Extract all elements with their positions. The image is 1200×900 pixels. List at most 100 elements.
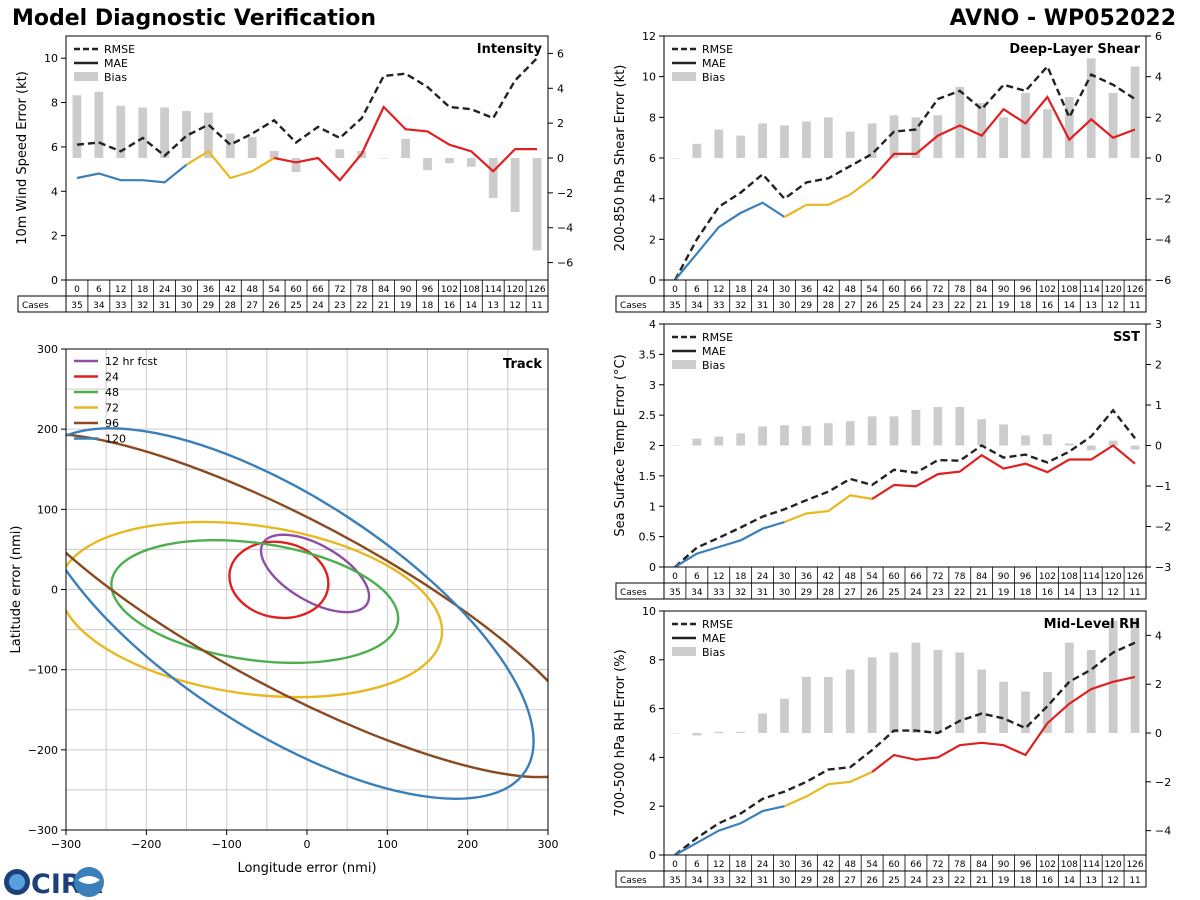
mae-line-segment [273,105,537,182]
y-tick-label: 0 [649,849,656,862]
bias-bar [823,676,833,733]
forecast-hour: 102 [441,285,458,295]
legend-mae-label: MAE [104,57,128,70]
legend-label: 12 hr fcst [105,355,158,368]
y-tick-label: 2 [51,230,58,243]
y-tick-label: 200 [37,423,58,436]
bias-tick-label: 0 [1155,727,1162,740]
bias-bar [736,731,746,733]
forecast-hour: 78 [954,860,966,870]
y-tick-label: 8 [51,97,58,110]
forecast-hour: 90 [998,572,1010,582]
bias-bar [911,409,921,446]
bias-tick-label: 1 [1155,399,1162,412]
bias-bar [1021,92,1030,158]
bias-bar [955,407,965,446]
forecast-hour: 54 [268,285,280,295]
forecast-hour: 60 [888,860,900,870]
case-count: 26 [866,301,878,311]
forecast-hour: 24 [757,860,769,870]
legend-rmse-label: RMSE [702,43,733,56]
case-count: 23 [334,301,345,311]
page-title: Model Diagnostic Verification [12,6,377,31]
forecast-hour: 6 [96,285,102,295]
bias-bar [823,423,833,446]
y-tick-label: 10 [642,71,656,84]
bias-tick-label: 2 [557,117,564,130]
case-count: 26 [866,876,878,886]
bias-bar [1064,443,1074,446]
bias-tick-label: −2 [557,187,573,200]
y-tick-label: 4 [649,193,656,206]
bias-bar [780,125,789,158]
legend-label: 96 [105,417,119,430]
y-tick-label: 6 [649,703,656,716]
bias-bar [182,110,191,158]
bias-bar [714,129,724,158]
bias-bar [867,657,877,733]
forecast-hour: 120 [1105,572,1122,582]
mae-line-segment [674,201,786,281]
forecast-hour: 84 [378,285,390,295]
forecast-hour: 84 [976,572,988,582]
forecast-hour: 36 [203,285,215,295]
bias-bar [670,158,680,159]
x-tick-label: 0 [304,838,311,851]
bias-tick-label: −3 [1155,561,1171,574]
case-count: 25 [888,876,899,886]
bias-tick-label: −2 [1155,193,1171,206]
forecast-hour: 24 [757,285,769,295]
case-count: 12 [1107,301,1118,311]
case-count: 14 [466,301,478,311]
bias-bar [1043,434,1052,446]
bias-bar [1130,445,1140,450]
y-tick-label: 8 [649,654,656,667]
bias-bar [510,158,520,213]
x-tick-label: 200 [457,838,478,851]
logo-seal-inner [9,874,25,890]
case-count: 11 [1129,588,1140,598]
case-count: 16 [444,301,456,311]
forecast-hour: 72 [334,285,345,295]
forecast-hour: 72 [932,572,943,582]
case-count: 33 [713,588,724,598]
rmse-line [76,57,538,158]
case-count: 19 [998,588,1010,598]
forecast-hour: 72 [932,285,943,295]
track-ellipses [66,427,548,800]
forecast-hour: 90 [998,860,1010,870]
case-count: 31 [159,301,170,311]
case-count: 34 [691,876,703,886]
bias-tick-label: 4 [1155,71,1162,84]
bias-bar [911,117,921,158]
bias-bar [423,158,432,171]
forecast-hour: 126 [1126,572,1143,582]
forecast-hour: 108 [1061,572,1078,582]
y-tick-label: 10 [642,605,656,618]
y-axis-label: 200-850 hPa Shear Error (kt) [613,65,628,252]
legend-rmse-label: RMSE [702,618,733,631]
y-tick-label: 1.5 [639,470,657,483]
y-tick-label: 3.5 [639,348,657,361]
bias-bar [488,158,498,199]
bias-bar [379,158,389,159]
y-tick-label: 0.5 [639,531,657,544]
forecast-hour: 30 [181,285,193,295]
legend-bias-label: Bias [702,71,725,84]
bias-tick-label: −2 [1155,521,1171,534]
case-count: 28 [823,876,835,886]
forecast-hour: 114 [1083,572,1100,582]
forecast-hour: 126 [1126,860,1143,870]
bias-bar [692,143,702,158]
case-count: 12 [509,301,520,311]
y-tick-label: −100 [28,664,58,677]
legend-bias-label: Bias [104,71,127,84]
forecast-hour: 42 [823,572,834,582]
case-count: 13 [488,301,499,311]
forecast-hour: 6 [694,572,700,582]
y-tick-label: −300 [28,824,58,837]
case-count: 33 [713,876,724,886]
